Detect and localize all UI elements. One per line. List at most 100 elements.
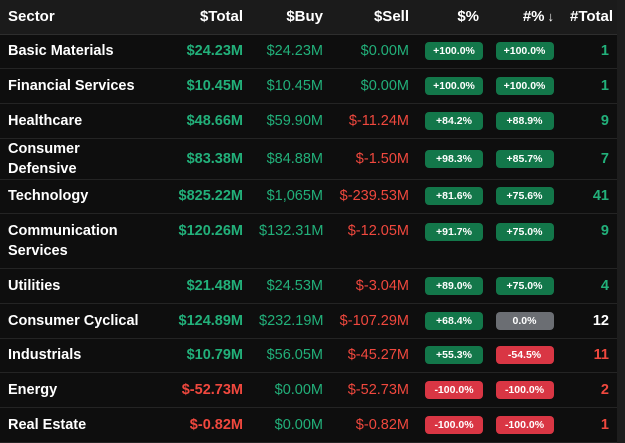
buy-value: $0.00M — [274, 416, 323, 433]
buy-value: $24.53M — [266, 278, 323, 295]
column-header-count[interactable]: #Total — [562, 0, 617, 35]
total-value: $124.89M — [178, 312, 244, 329]
table-row[interactable]: Real Estate $-0.82M $0.00M $-0.82M -100.0% -1… — [0, 408, 617, 443]
total-value: $24.23M — [186, 43, 243, 60]
column-header-buy[interactable]: $Buy — [251, 0, 331, 35]
count-pct-badge: +100.0% — [495, 77, 554, 96]
count-pct-badge: -100.0% — [495, 415, 554, 434]
sell-value: $0.00M — [360, 78, 409, 95]
pct-badge: -100.0% — [425, 381, 483, 400]
column-header-total[interactable]: $Total — [155, 0, 251, 35]
table-row[interactable]: Industrials $10.79M $56.05M $-45.27M +55.3% -… — [0, 338, 617, 373]
buy-value: $10.45M — [266, 78, 323, 95]
scrollbar-track[interactable] — [617, 0, 625, 443]
pct-cell: -100.0% — [417, 373, 487, 408]
count-pct-badge: +100.0% — [495, 42, 554, 61]
table-row[interactable]: Energy $-52.73M $0.00M $-52.73M -100.0% -100.… — [0, 373, 617, 408]
sector-name: Energy — [8, 382, 58, 399]
sector-name: Basic Materials — [8, 43, 114, 60]
sector-name: Consumer Defensive — [8, 140, 80, 177]
sector-name: Industrials — [8, 347, 82, 364]
sort-descending-icon: ↓ — [547, 9, 555, 25]
pct-cell: +100.0% — [417, 69, 487, 104]
count-pct-badge: +75.6% — [495, 187, 554, 206]
total-value: $48.66M — [186, 112, 243, 129]
column-header-count-pct[interactable]: #% ↓ — [487, 0, 562, 35]
pct-cell: +68.4% — [417, 303, 487, 338]
pct-cell: -100.0% — [417, 408, 487, 443]
count-pct-cell: +75.0% — [487, 269, 562, 304]
table-row[interactable]: Basic Materials $24.23M $24.23M $0.00M +100.… — [0, 34, 617, 69]
count-pct-cell: -54.5% — [487, 338, 562, 373]
total-value: $10.79M — [186, 347, 243, 364]
count-pct-badge: 0.0% — [495, 311, 554, 330]
count-pct-badge: +75.0% — [495, 277, 554, 296]
buy-value: $56.05M — [266, 347, 323, 364]
sell-value: $-0.82M — [355, 416, 409, 433]
table-row[interactable]: Utilities $21.48M $24.53M $-3.04M +89.0% +75.… — [0, 269, 617, 304]
sell-value: $0.00M — [360, 43, 409, 60]
pct-badge: +81.6% — [425, 187, 483, 206]
sector-name: Utilities — [8, 278, 61, 295]
count-value: 2 — [600, 382, 609, 399]
count-value: 4 — [600, 278, 609, 295]
count-pct-cell: -100.0% — [487, 373, 562, 408]
sell-value: $-107.29M — [339, 312, 409, 329]
sell-value: $-12.05M — [347, 223, 409, 240]
table-row[interactable]: Healthcare $48.66M $59.90M $-11.24M +84.2% +8… — [0, 103, 617, 139]
count-pct-cell: +75.6% — [487, 179, 562, 214]
count-value: 9 — [600, 223, 609, 240]
table-row[interactable]: Consumer Defensive $83.38M $84.88M $-1.50M +… — [0, 138, 617, 180]
column-header-pct[interactable]: $% — [417, 0, 487, 35]
sell-value: $-11.24M — [348, 112, 409, 129]
table-row[interactable]: Consumer Cyclical $124.89M $232.19M $-107.2… — [0, 303, 617, 339]
total-value: $83.38M — [186, 150, 243, 167]
buy-value: $24.23M — [266, 43, 323, 60]
sector-name: Real Estate — [8, 416, 87, 433]
table-row[interactable]: Technology $825.22M $1,065M $-239.53M +81.6%… — [0, 179, 617, 214]
pct-badge: +100.0% — [425, 42, 483, 61]
pct-cell: +91.7% — [417, 214, 487, 269]
sell-value: $-1.50M — [355, 150, 409, 167]
buy-value: $84.88M — [266, 150, 323, 167]
count-pct-badge: +75.0% — [495, 223, 554, 242]
pct-cell: +84.2% — [417, 103, 487, 138]
total-value: $21.48M — [186, 278, 243, 295]
count-pct-badge: +88.9% — [495, 111, 554, 130]
table-row[interactable]: Communication Services $120.26M $132.31M $-… — [0, 214, 617, 269]
sell-value: $-45.27M — [347, 347, 409, 364]
sell-value: $-3.04M — [355, 278, 409, 295]
pct-badge: +98.3% — [425, 149, 483, 168]
count-pct-cell: +100.0% — [487, 69, 562, 104]
buy-value: $59.90M — [266, 112, 323, 129]
count-pct-cell: +75.0% — [487, 214, 562, 269]
buy-value: $232.19M — [259, 312, 324, 329]
count-pct-cell: -100.0% — [487, 408, 562, 443]
pct-badge: +68.4% — [425, 311, 483, 330]
pct-cell: +98.3% — [417, 138, 487, 179]
total-value: $825.22M — [178, 188, 244, 205]
count-value: 7 — [600, 150, 609, 167]
count-pct-badge: +85.7% — [495, 149, 554, 168]
sector-name: Healthcare — [8, 112, 83, 129]
count-value: 9 — [600, 112, 609, 129]
buy-value: $1,065M — [266, 188, 323, 205]
count-pct-cell: +100.0% — [487, 34, 562, 69]
sell-value: $-52.73M — [347, 382, 409, 399]
count-value: 41 — [592, 188, 609, 205]
pct-cell: +55.3% — [417, 338, 487, 373]
column-header-sell[interactable]: $Sell — [331, 0, 417, 35]
pct-badge: +89.0% — [425, 277, 483, 296]
sector-name: Consumer Cyclical — [8, 312, 139, 329]
count-value: 1 — [600, 416, 609, 433]
count-pct-badge: -100.0% — [495, 381, 554, 400]
pct-badge: -100.0% — [425, 415, 483, 434]
sector-name: Financial Services — [8, 78, 135, 95]
count-pct-badge: -54.5% — [495, 346, 554, 365]
count-value: 11 — [593, 347, 609, 364]
table-row[interactable]: Financial Services $10.45M $10.45M $0.00M +1… — [0, 69, 617, 104]
pct-badge: +55.3% — [425, 346, 483, 365]
column-header-sector[interactable]: Sector — [0, 0, 155, 35]
sector-name: Technology — [8, 188, 89, 205]
